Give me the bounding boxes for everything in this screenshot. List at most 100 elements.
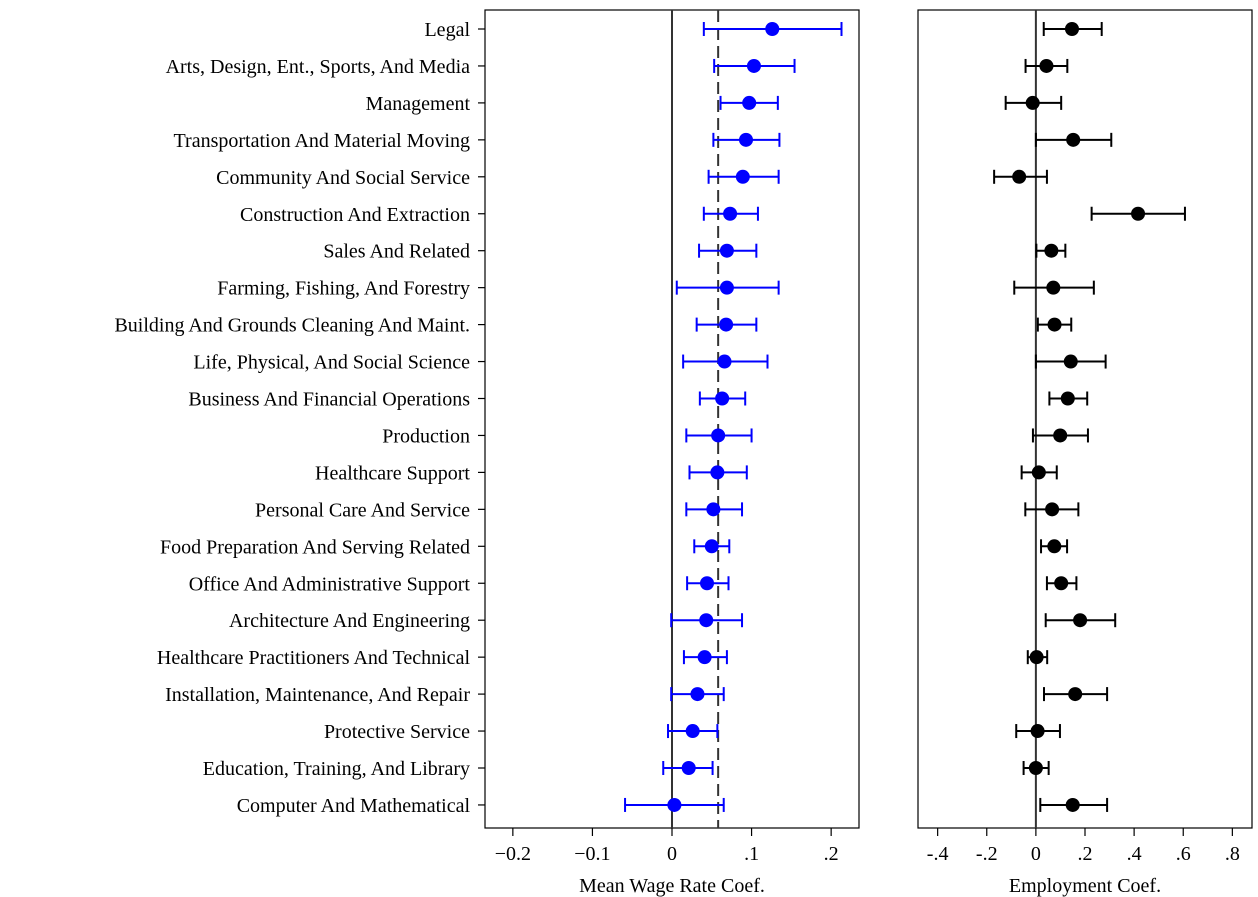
coefficient-mark [1031, 428, 1089, 443]
category-label: Production [382, 425, 470, 447]
x-axis-title-wage: Mean Wage Rate Coef. [579, 875, 765, 897]
x-tick-label: .6 [1176, 843, 1191, 865]
category-label: Personal Care And Service [255, 499, 470, 521]
coefficient-mark [685, 502, 744, 517]
category-labels: Legal Arts, Design, Ent., Sports, And Med… [114, 19, 485, 817]
x-tick-label: .1 [744, 843, 759, 865]
point-estimate [697, 650, 712, 665]
category-label: Sales And Related [323, 241, 470, 263]
point-estimate [681, 761, 696, 775]
coefficient-mark [675, 280, 780, 295]
point-estimate [1064, 22, 1079, 36]
point-estimate [704, 539, 719, 554]
coefficient-mark [1048, 391, 1089, 406]
point-estimate [710, 465, 725, 480]
point-estimate [1028, 761, 1043, 775]
point-estimate [1063, 354, 1078, 369]
x-tick-label: 0 [1031, 843, 1041, 865]
point-estimate [1012, 169, 1027, 184]
category-label: Arts, Design, Ent., Sports, And Media [166, 56, 471, 78]
panel-frame-employment [917, 9, 1253, 829]
coefficient-mark [1090, 206, 1186, 221]
category-label: Protective Service [324, 721, 470, 743]
category-label: Office And Administrative Support [189, 573, 471, 595]
wage-marks [624, 22, 843, 812]
point-estimate [1045, 502, 1060, 517]
point-estimate [746, 58, 761, 73]
coefficient-mark [993, 169, 1048, 184]
x-tick-label: -.2 [976, 843, 998, 865]
x-axis-employment: -.4 -.2 0 .2 .4 .6 .8 [927, 828, 1240, 865]
point-estimate [699, 613, 714, 628]
category-label: Business And Financial Operations [188, 389, 470, 411]
coefficient-mark [707, 169, 780, 184]
x-tick-label: .8 [1225, 843, 1240, 865]
x-tick-label: −0.1 [574, 843, 610, 865]
coefficient-mark [670, 613, 744, 628]
point-estimate [1030, 724, 1045, 739]
coefficient-mark [1039, 797, 1109, 812]
reference-lines-wage [671, 10, 720, 828]
point-estimate [1054, 576, 1069, 591]
coefficient-mark [670, 687, 725, 702]
coefficient-mark [1013, 280, 1095, 295]
category-label: Healthcare Support [315, 462, 470, 484]
point-estimate [723, 206, 738, 221]
point-estimate [765, 22, 780, 36]
x-axis-title-employment: Employment Coef. [1009, 875, 1161, 897]
coefficient-mark [1026, 650, 1049, 665]
x-tick-label: −0.2 [495, 843, 531, 865]
x-tick-label: .4 [1127, 843, 1142, 865]
employment-marks [993, 22, 1186, 812]
point-estimate [1044, 243, 1059, 258]
point-estimate [739, 132, 754, 147]
category-label: Building And Grounds Cleaning And Maint. [114, 315, 470, 337]
point-estimate [1053, 428, 1068, 443]
coefficient-mark [1024, 502, 1080, 517]
category-label: Life, Physical, And Social Science [193, 352, 470, 374]
point-estimate [1068, 687, 1083, 702]
x-tick-label: 0 [667, 843, 677, 865]
coefficient-mark [1035, 243, 1067, 258]
coefficient-mark [702, 22, 843, 36]
x-tick-label: .2 [824, 843, 839, 865]
point-estimate [742, 95, 757, 110]
category-label: Farming, Fishing, And Forestry [217, 278, 470, 300]
coefficient-mark [682, 650, 728, 665]
point-estimate [719, 243, 734, 258]
point-estimate [706, 502, 721, 517]
point-estimate [1047, 317, 1062, 332]
category-label: Architecture And Engineering [229, 610, 470, 632]
coefficient-mark [712, 132, 781, 147]
coefficient-mark [688, 465, 748, 480]
coefficient-mark [1040, 539, 1069, 554]
category-label: Legal [424, 19, 470, 41]
coefficient-mark [1020, 465, 1058, 480]
coefficient-mark [686, 576, 730, 591]
point-estimate [1066, 132, 1081, 147]
point-estimate [735, 169, 750, 184]
coefficient-mark [713, 58, 796, 73]
coefficient-mark [1015, 724, 1061, 739]
category-label: Healthcare Practitioners And Technical [157, 647, 471, 669]
point-estimate [1073, 613, 1088, 628]
point-estimate [667, 797, 682, 812]
point-estimate [1029, 650, 1044, 665]
x-axis-wage: −0.2 −0.1 0 .1 .2 [495, 828, 839, 865]
point-estimate [715, 391, 730, 406]
category-label: Management [366, 93, 471, 115]
point-estimate [1047, 539, 1062, 554]
category-label: Community And Social Service [216, 167, 470, 189]
coefficient-mark [698, 243, 758, 258]
coefficient-mark [682, 354, 769, 369]
point-estimate [1025, 95, 1040, 110]
coefficient-mark [685, 428, 753, 443]
coefficient-mark [1004, 95, 1063, 110]
point-estimate [717, 354, 732, 369]
x-tick-label: -.4 [927, 843, 949, 865]
coefficient-mark [1042, 22, 1103, 36]
point-estimate [719, 317, 734, 332]
category-label: Construction And Extraction [240, 204, 470, 226]
coefficient-mark [719, 95, 779, 110]
point-estimate [1039, 58, 1054, 73]
